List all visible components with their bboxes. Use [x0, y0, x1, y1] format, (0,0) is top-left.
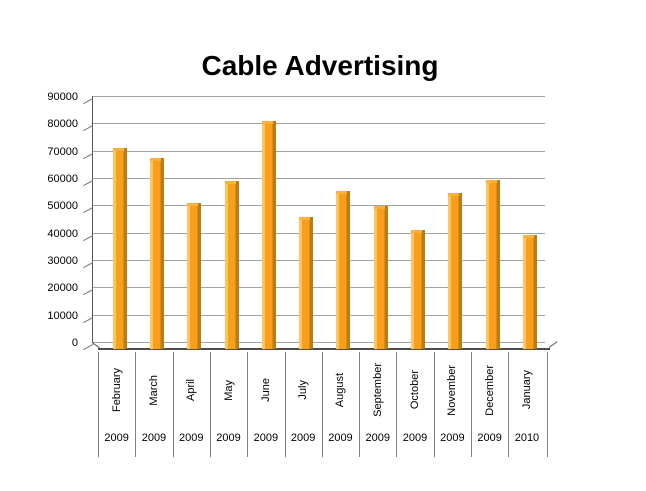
category-label-month: August	[322, 356, 359, 424]
bar-top-face	[373, 205, 388, 209]
gridline-50000	[93, 205, 545, 207]
category-label-month: July	[285, 356, 322, 424]
bar-december-2009	[485, 180, 500, 349]
month-text: December	[483, 364, 496, 416]
gridline-30000	[93, 260, 545, 261]
gridline-10000	[93, 314, 545, 316]
category-label-year: 2009	[216, 432, 241, 444]
bar-march-2009	[149, 157, 164, 349]
month-text: November	[446, 364, 459, 416]
category-label-year: 2010	[514, 432, 540, 444]
bar-top-face	[149, 157, 164, 161]
bar-top-face	[299, 216, 314, 220]
bar-october-2009	[411, 229, 426, 349]
month-text: May	[222, 379, 235, 401]
category-label-month: February	[98, 356, 135, 424]
category-label-month: January	[508, 356, 545, 424]
gridline-40000	[93, 232, 545, 234]
y-axis-label: 70000	[47, 145, 78, 158]
bar-june-2009	[261, 121, 276, 349]
category-column	[284, 352, 323, 457]
category-label-month: December	[471, 356, 508, 424]
category-column	[98, 352, 136, 457]
category-column	[321, 352, 360, 457]
category-label-month: November	[434, 356, 471, 424]
bar-top-face	[522, 234, 537, 238]
category-label-year: 2009	[328, 432, 353, 444]
month-text: September	[371, 363, 384, 417]
gridline-20000	[93, 287, 545, 289]
bar-january-2010	[522, 234, 537, 349]
bar-november-2009	[448, 193, 463, 349]
y-axis-label: 40000	[47, 227, 78, 240]
bar-top-face	[224, 180, 239, 184]
month-text: February	[110, 367, 123, 413]
gridline-60000	[93, 178, 545, 179]
category-label-month: June	[247, 356, 284, 424]
bar-may-2009	[224, 180, 239, 349]
y-axis-label: 60000	[47, 173, 78, 185]
bar-top-face	[448, 193, 463, 197]
chart-title: Cable Advertising	[201, 50, 439, 81]
month-text: July	[297, 380, 310, 400]
bar-top-face	[261, 121, 276, 125]
category-column	[359, 352, 397, 457]
category-column	[433, 352, 472, 457]
bar-august-2009	[336, 190, 351, 349]
category-column	[396, 352, 434, 457]
category-label-year: 2009	[365, 432, 390, 444]
month-text: October	[409, 370, 422, 410]
floor-corner-right	[548, 341, 558, 348]
floor-front-edge	[98, 348, 550, 350]
gridline-0	[93, 342, 545, 343]
bar-april-2009	[187, 203, 202, 349]
gridline-80000	[93, 123, 545, 125]
bar-top-face	[411, 229, 426, 233]
category-column	[471, 352, 509, 457]
y-axis-label: 20000	[47, 282, 78, 295]
plot-area	[93, 96, 545, 343]
bar-july-2009	[299, 216, 314, 349]
category-label-month: April	[173, 356, 210, 424]
category-column	[247, 352, 285, 457]
y-axis-label: 10000	[47, 309, 78, 322]
y-axis-label: 0	[71, 337, 78, 349]
category-column	[172, 352, 211, 457]
bar-top-face	[112, 147, 127, 151]
y-axis-label: 80000	[47, 118, 78, 131]
bar-top-face	[187, 203, 202, 207]
category-label-year: 2009	[179, 432, 204, 444]
category-label-month: May	[210, 356, 247, 424]
gridline-90000	[93, 96, 545, 97]
category-label-month: September	[359, 356, 396, 424]
y-tick-0	[83, 344, 94, 351]
category-label-year: 2009	[253, 432, 279, 444]
category-label-year: 2009	[477, 432, 502, 444]
bar-top-face	[485, 180, 500, 184]
category-label-month: March	[135, 356, 172, 424]
category-label-year: 2009	[402, 432, 428, 444]
month-text: June	[259, 378, 272, 402]
bar-top-face	[336, 190, 351, 194]
bar-september-2009	[373, 205, 388, 349]
month-text: January	[520, 370, 533, 410]
category-label-year: 2009	[141, 432, 167, 444]
category-label-month: October	[396, 356, 433, 424]
month-text: August	[334, 372, 347, 408]
month-text: March	[147, 374, 160, 406]
category-label-year: 2009	[290, 432, 316, 444]
y-axis-line	[92, 96, 93, 343]
y-axis-label: 50000	[47, 200, 78, 213]
category-column	[508, 352, 548, 457]
gridline-70000	[93, 150, 545, 152]
category-column	[135, 352, 173, 457]
category-label-year: 2009	[104, 432, 129, 444]
category-label-year: 2009	[440, 432, 465, 444]
y-axis-label: 30000	[47, 255, 78, 267]
month-text: April	[185, 378, 198, 401]
y-axis-label: 90000	[47, 91, 78, 103]
category-column	[209, 352, 248, 457]
bar-february-2009	[112, 147, 127, 349]
